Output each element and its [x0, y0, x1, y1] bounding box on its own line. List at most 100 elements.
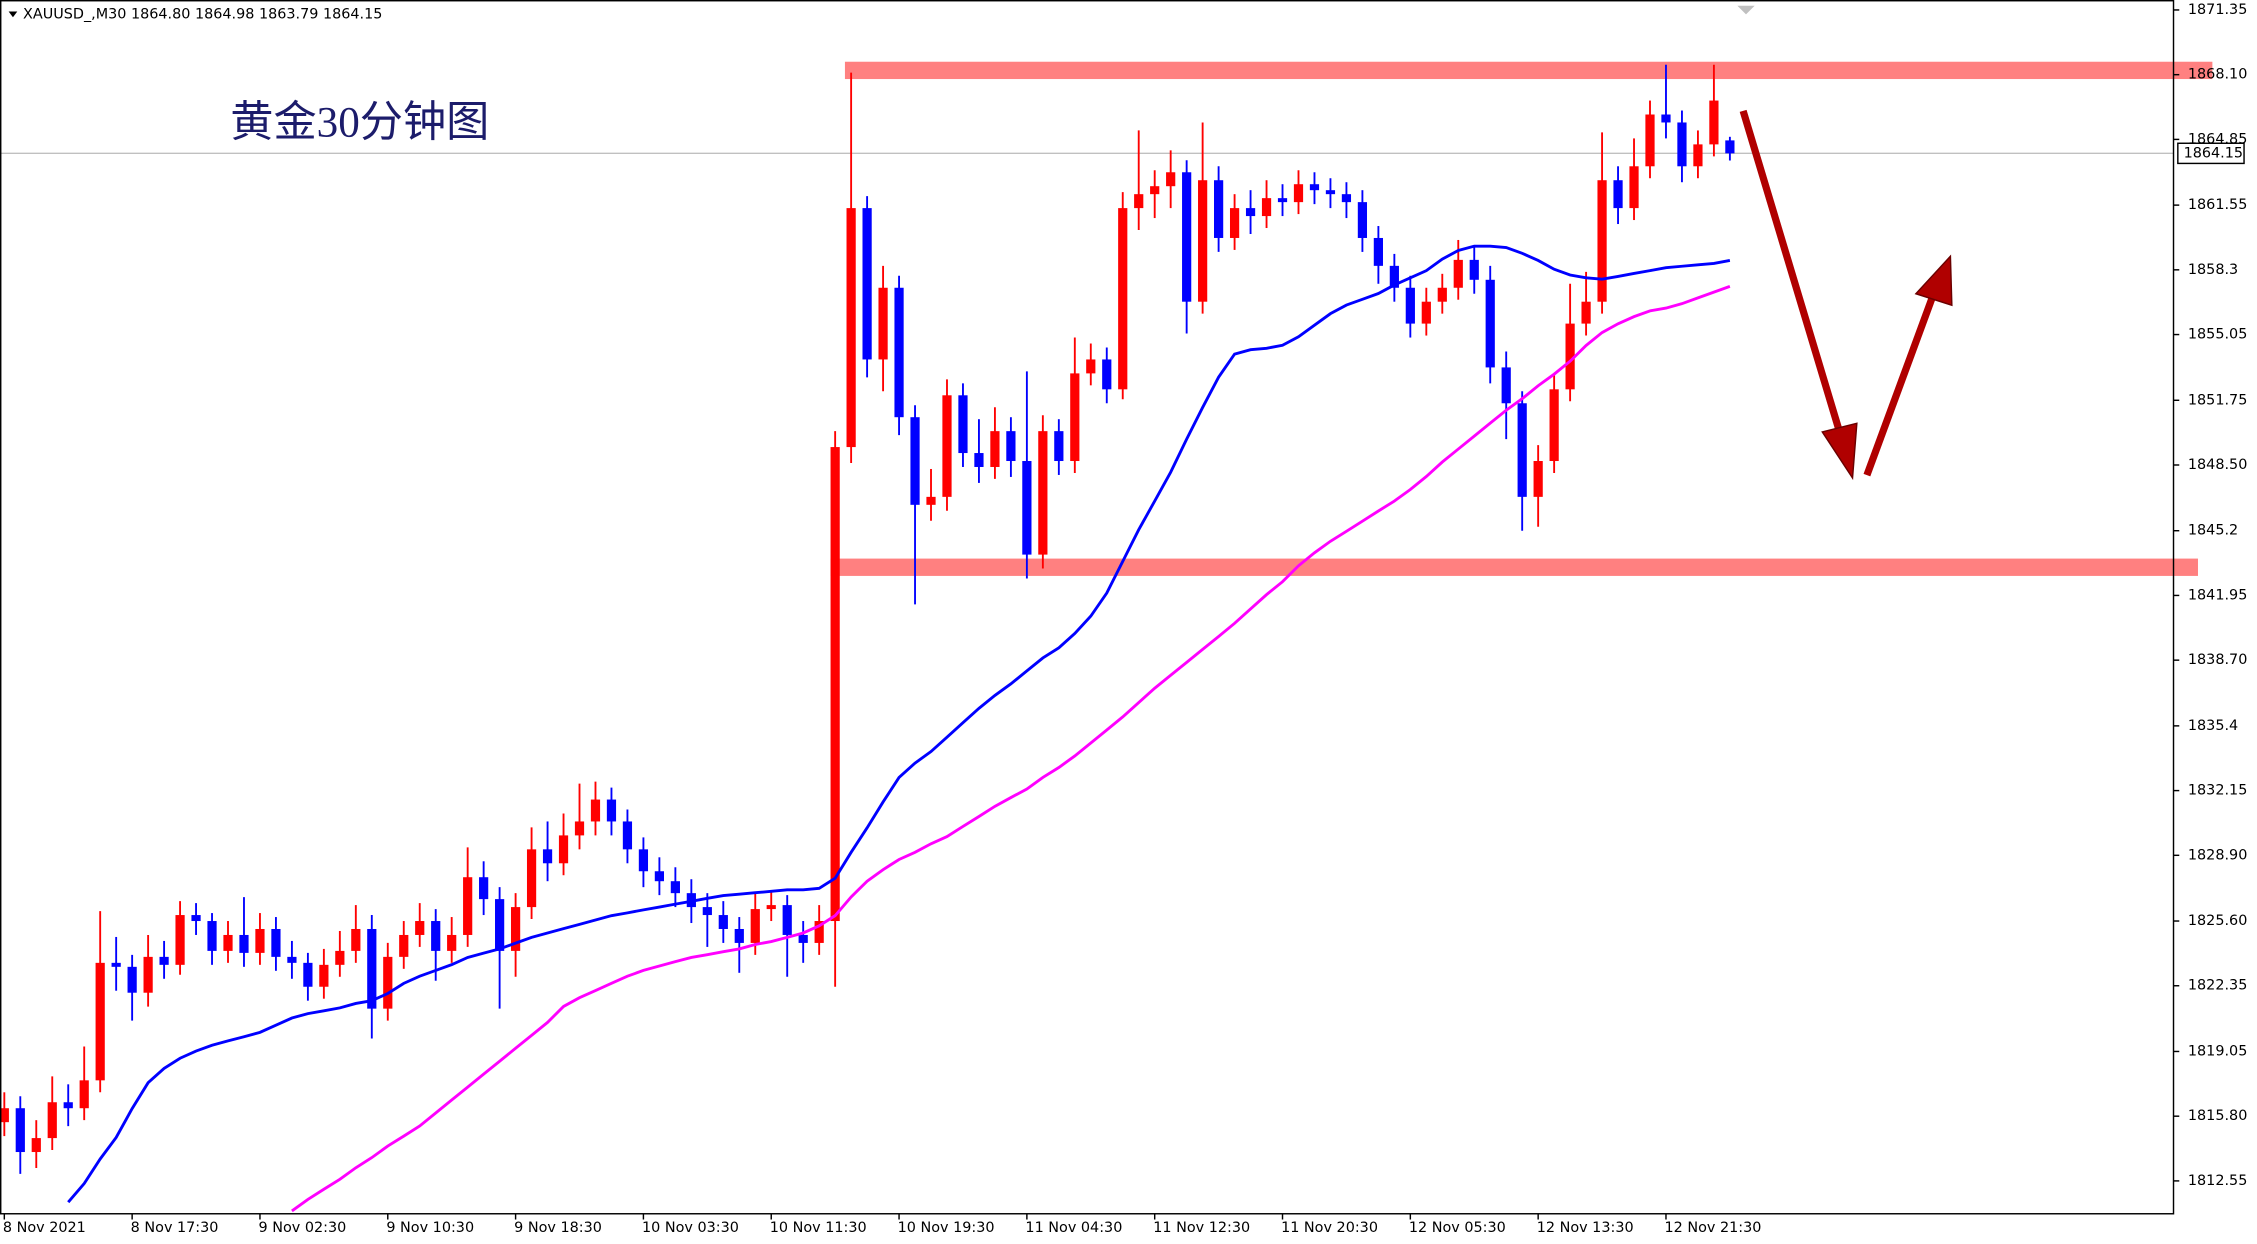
candle-body — [1677, 122, 1687, 167]
candle-body — [1182, 172, 1192, 302]
y-tick-label: 1828.90 — [2188, 847, 2247, 863]
x-tick-label: 10 Nov 11:30 — [770, 1220, 867, 1236]
y-tick-label: 1855.05 — [2188, 327, 2247, 343]
candle-body — [127, 966, 137, 993]
y-tick-label: 1848.50 — [2188, 457, 2247, 473]
x-tick-label: 11 Nov 20:30 — [1281, 1220, 1378, 1236]
candle-body — [782, 905, 792, 935]
candle-body — [367, 928, 377, 1009]
candle-body — [1261, 198, 1272, 217]
candle-body — [1645, 114, 1655, 167]
x-tick-label: 9 Nov 10:30 — [386, 1220, 474, 1236]
candle-body — [622, 821, 633, 850]
candle-body — [1389, 265, 1399, 288]
candle-body — [0, 1108, 9, 1123]
moving-average-line — [291, 285, 1731, 1213]
candle-body — [958, 395, 968, 454]
x-tick-label: 9 Nov 02:30 — [259, 1220, 347, 1236]
x-tick-label: 12 Nov 21:30 — [1665, 1220, 1762, 1236]
candle-body — [1565, 323, 1575, 390]
candle-body — [143, 956, 153, 993]
candle-body — [1070, 373, 1080, 462]
candle-body — [830, 447, 840, 922]
arrow-shaft — [1739, 109, 1844, 433]
candle-body — [1214, 180, 1224, 238]
y-tick-label: 1871.35 — [2188, 2, 2247, 18]
candle-body — [431, 921, 441, 951]
candle-body — [399, 934, 409, 957]
zone — [844, 61, 2213, 80]
candle-body — [1118, 208, 1128, 390]
candle-body — [415, 921, 425, 935]
candle-body — [606, 799, 617, 822]
candle-body — [894, 287, 904, 418]
candle-body — [1277, 198, 1288, 203]
y-tick-label: 1819.05 — [2188, 1043, 2247, 1059]
candle-body — [942, 395, 952, 497]
candle-body — [1006, 431, 1016, 462]
price-tag-label: 1864.15 — [2184, 145, 2243, 161]
candle-body — [1517, 403, 1527, 497]
candle-body — [734, 928, 744, 943]
arrow-head — [1914, 254, 1953, 307]
candle-body — [1309, 184, 1320, 191]
candle-body — [558, 835, 569, 864]
candle-body — [638, 849, 649, 872]
candle-body — [910, 417, 920, 505]
candle-body — [15, 1108, 25, 1153]
y-tick-label: 1825.60 — [2188, 913, 2247, 929]
zones — [830, 61, 2213, 576]
chart-header: XAUUSD_,M30 1864.80 1864.98 1863.79 1864… — [23, 6, 382, 22]
candle-body — [1293, 184, 1304, 203]
candle-body — [510, 907, 521, 951]
arrow-up — [1863, 254, 1953, 477]
candle-body — [1245, 208, 1256, 217]
candle-body — [1150, 186, 1160, 195]
plot-frame — [0, 0, 2175, 1215]
candle-body — [1134, 194, 1144, 209]
candle-body — [1421, 301, 1431, 324]
candle-body — [303, 962, 313, 987]
y-tick-label: 1838.70 — [2188, 652, 2247, 668]
candle-body — [814, 921, 824, 943]
moving-average-line — [67, 244, 1731, 1204]
y-tick-label: 1822.35 — [2188, 978, 2247, 994]
candle-body — [255, 928, 265, 953]
arrow-head — [1821, 422, 1858, 481]
y-tick-label: 1841.95 — [2188, 587, 2247, 603]
candle-body — [479, 877, 489, 900]
candle-body — [47, 1102, 57, 1139]
candle-body — [1022, 461, 1032, 555]
x-tick-label: 11 Nov 04:30 — [1025, 1220, 1122, 1236]
candle-body — [271, 928, 281, 957]
candle-body — [1166, 172, 1176, 187]
candle-body — [1597, 180, 1607, 302]
candle-body — [351, 928, 361, 951]
header-marker — [8, 11, 18, 18]
candle-body — [1198, 180, 1208, 302]
candle-body — [1373, 237, 1383, 266]
candle-body — [207, 921, 217, 951]
candle-body — [750, 909, 760, 943]
candle-body — [1437, 287, 1447, 302]
candle-body — [1533, 461, 1543, 497]
candle-body — [463, 877, 473, 935]
candle-body — [1581, 301, 1591, 324]
y-tick-label: 1812.55 — [2188, 1173, 2247, 1189]
candle-body — [63, 1102, 73, 1109]
candle-body — [383, 956, 393, 1009]
shift-marker — [1737, 5, 1755, 15]
candle-body — [191, 915, 201, 922]
price-tag — [2177, 142, 2245, 165]
candle-body — [495, 899, 505, 951]
candle-body — [1549, 389, 1559, 462]
y-tick-label: 1861.55 — [2188, 197, 2247, 213]
candle-body — [798, 934, 808, 943]
candle-body — [1357, 202, 1368, 238]
candle-body — [654, 871, 665, 882]
x-tick-label: 10 Nov 03:30 — [642, 1220, 739, 1236]
candle-body — [1709, 100, 1719, 145]
